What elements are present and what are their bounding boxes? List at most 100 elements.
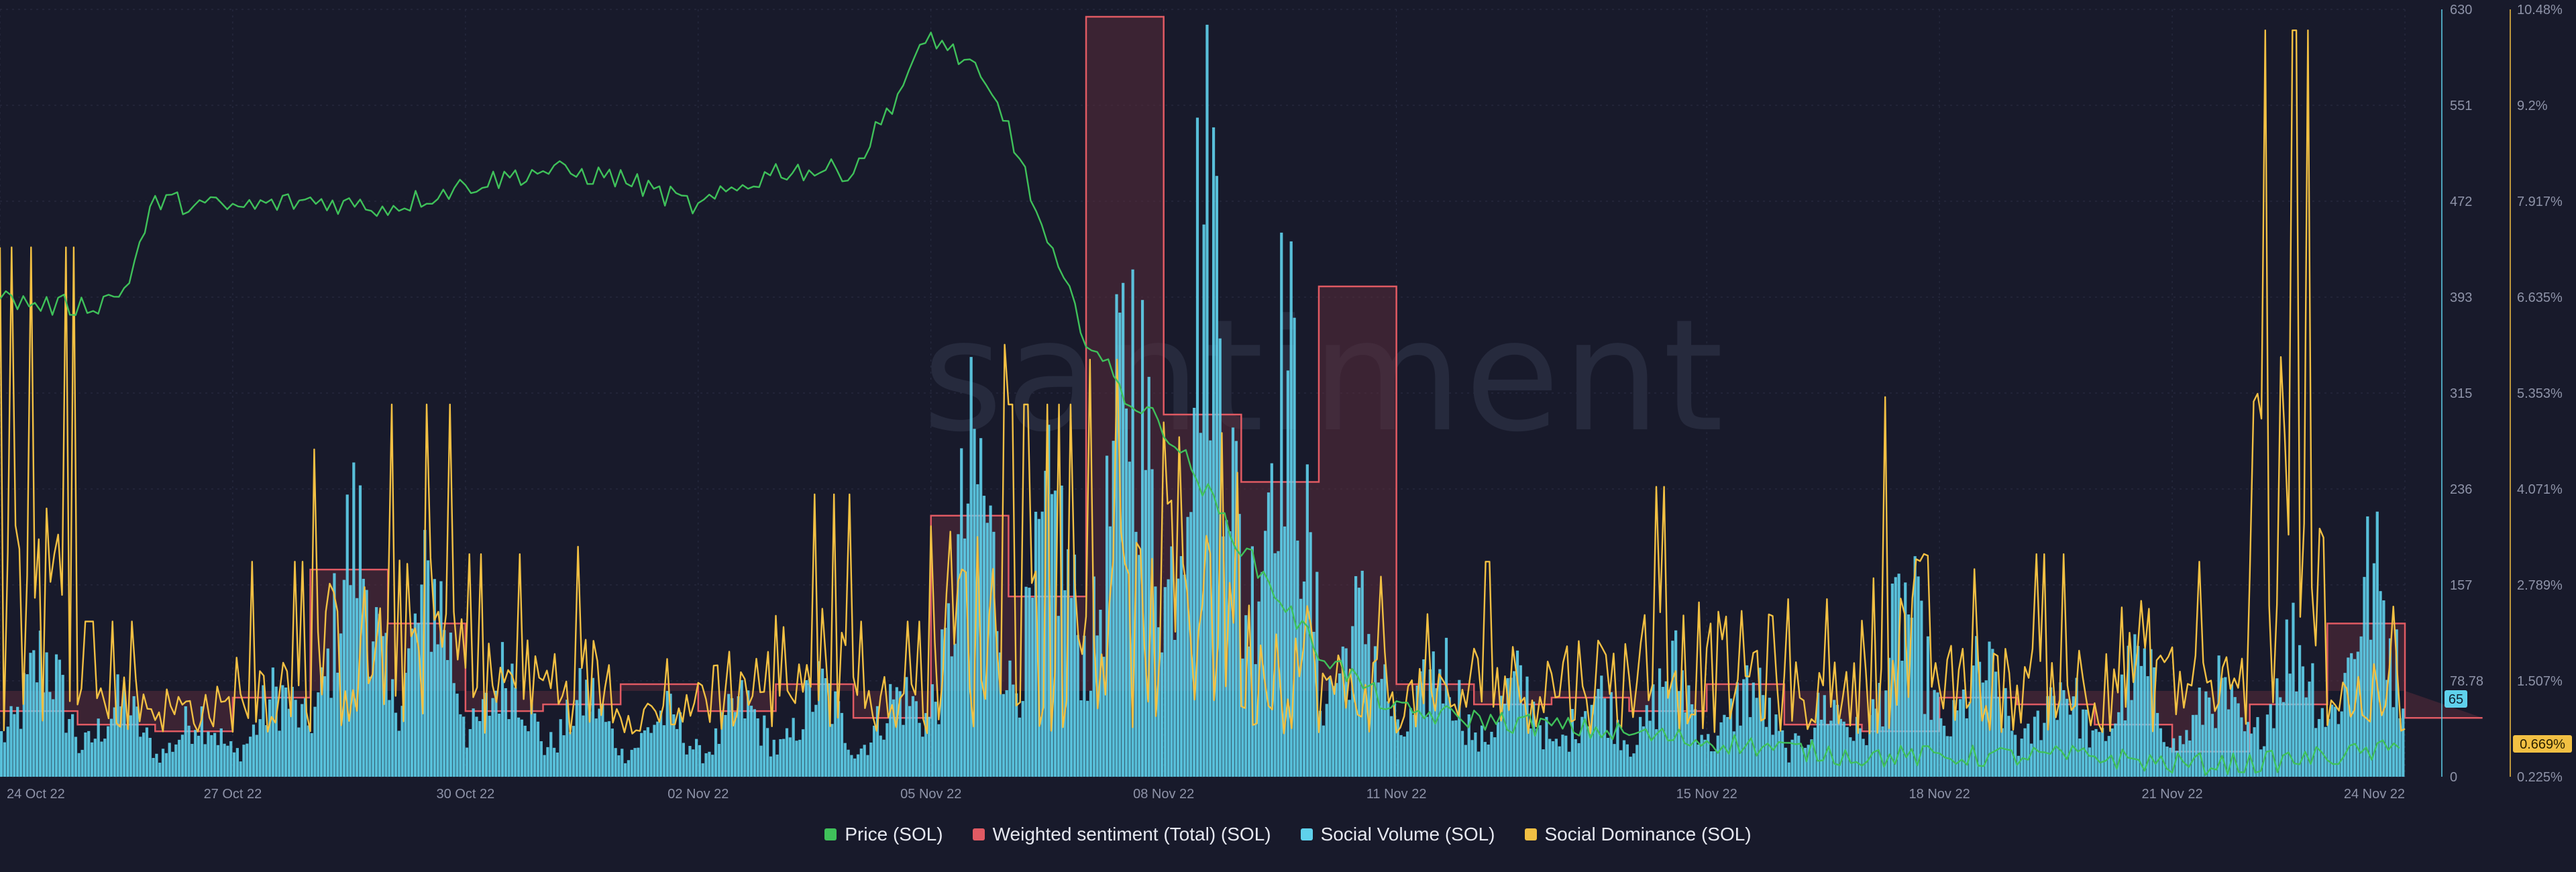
volume-bar xyxy=(417,622,420,777)
volume-bar xyxy=(1193,407,1196,777)
volume-bar xyxy=(698,745,702,777)
volume-bar xyxy=(1286,370,1290,777)
volume-bar xyxy=(759,745,763,777)
volume-bar xyxy=(2091,730,2094,777)
legend-item[interactable]: Price (SOL) xyxy=(824,824,943,845)
volume-bar xyxy=(1713,751,1717,777)
volume-bar xyxy=(694,739,698,777)
dominance-line xyxy=(0,30,2406,734)
volume-bar xyxy=(1140,300,1144,777)
volume-bar xyxy=(1076,635,1079,777)
volume-bar xyxy=(659,710,663,777)
volume-bar xyxy=(349,585,352,777)
volume-bar xyxy=(1312,631,1316,777)
volume-bar xyxy=(271,667,274,777)
volume-bar xyxy=(1406,731,1409,777)
volume-bar xyxy=(1849,737,1852,777)
volume-bar xyxy=(1794,733,1797,777)
volume-bar xyxy=(853,758,857,777)
volume-bar xyxy=(455,694,459,777)
legend-item[interactable]: Social Volume (SOL) xyxy=(1300,824,1495,845)
volume-bar xyxy=(161,749,165,777)
volume-bar xyxy=(1652,684,1655,777)
volume-bar xyxy=(1965,718,1968,777)
volume-bar xyxy=(902,724,905,777)
volume-bar xyxy=(678,712,682,777)
axes: 630 551 472 393 315 236 157 78.78 0 10.48% 9.2% 7.9… xyxy=(7,3,2572,802)
volume-bar xyxy=(1994,671,1998,777)
volume-bar xyxy=(1758,667,1762,777)
volume-bar xyxy=(1270,463,1273,777)
volume-bar xyxy=(219,728,223,777)
volume-bar xyxy=(2243,731,2247,777)
volume-bar xyxy=(562,735,566,777)
volume-bar xyxy=(252,724,256,777)
volume-bar xyxy=(420,584,423,777)
volume-bar xyxy=(303,698,307,777)
volume-bar xyxy=(976,484,979,777)
volume-bar xyxy=(2059,682,2062,777)
volume-bar xyxy=(1746,665,1749,777)
volume-bar xyxy=(2382,600,2385,777)
volume-bar xyxy=(107,726,110,777)
volume-bar xyxy=(2204,691,2208,777)
volume-bar xyxy=(1147,376,1150,777)
volume-bar xyxy=(804,680,808,777)
volume-bar xyxy=(1910,617,1913,777)
volume-bar xyxy=(1538,725,1542,777)
volume-bar xyxy=(2084,709,2088,777)
volume-bar xyxy=(863,745,866,777)
volume-bar xyxy=(1978,661,1982,777)
volume-bar xyxy=(1933,690,1936,777)
volume-bar xyxy=(2311,663,2314,777)
volume-bar xyxy=(1548,739,1552,777)
volume-bar xyxy=(1997,696,2001,777)
legend-item[interactable]: Social Dominance (SOL) xyxy=(1524,824,1752,845)
volume-bar xyxy=(1008,660,1012,777)
volume-bar xyxy=(676,728,679,777)
volume-bar xyxy=(1515,650,1519,777)
volume-bar xyxy=(2082,709,2085,777)
price-line xyxy=(0,32,2400,776)
volume-bar xyxy=(1283,526,1287,777)
volume-bar xyxy=(1367,634,1371,777)
volume-bar xyxy=(2004,688,2007,777)
volume-bar xyxy=(1451,720,1454,777)
volume-bar xyxy=(164,753,168,777)
volume-bar xyxy=(701,763,704,777)
volume-bar xyxy=(2330,704,2334,777)
volume-bar xyxy=(1697,744,1700,777)
volume-bar xyxy=(168,743,171,777)
volume-bar xyxy=(1609,692,1613,777)
volume-bar xyxy=(2224,677,2227,777)
volume-bar xyxy=(1700,734,1703,777)
volume-bar xyxy=(1748,717,1752,777)
volume-bar xyxy=(591,677,595,777)
volume-bar xyxy=(1632,753,1635,777)
volume-bar xyxy=(1959,699,1962,777)
volume-bar xyxy=(1868,714,1872,777)
legend-item[interactable]: Weighted sentiment (Total) (SOL) xyxy=(972,824,1271,845)
volume-bar xyxy=(1616,720,1619,777)
volume-bar xyxy=(1316,571,1319,777)
volume-bar xyxy=(747,690,750,777)
volume-bar xyxy=(2356,651,2359,777)
volume-bar xyxy=(1884,690,1888,777)
volume-bar xyxy=(1865,745,1868,777)
volume-bar xyxy=(856,754,860,777)
volume-bar xyxy=(1622,740,1626,777)
volume-bar xyxy=(2030,743,2033,777)
volume-bar xyxy=(310,732,313,777)
volume-bar xyxy=(1897,574,1900,777)
volume-bar xyxy=(1590,704,1593,777)
volume-bar xyxy=(963,538,967,777)
volume-bar xyxy=(2101,728,2104,777)
volume-bar xyxy=(1629,757,1632,777)
volume-bar xyxy=(1819,719,1823,777)
volume-bar xyxy=(32,650,36,777)
volume-bar xyxy=(1480,725,1484,777)
volume-bar xyxy=(2256,717,2259,777)
volume-bar xyxy=(947,603,951,777)
volume-bar xyxy=(1160,652,1164,777)
volume-bar xyxy=(1250,546,1254,777)
